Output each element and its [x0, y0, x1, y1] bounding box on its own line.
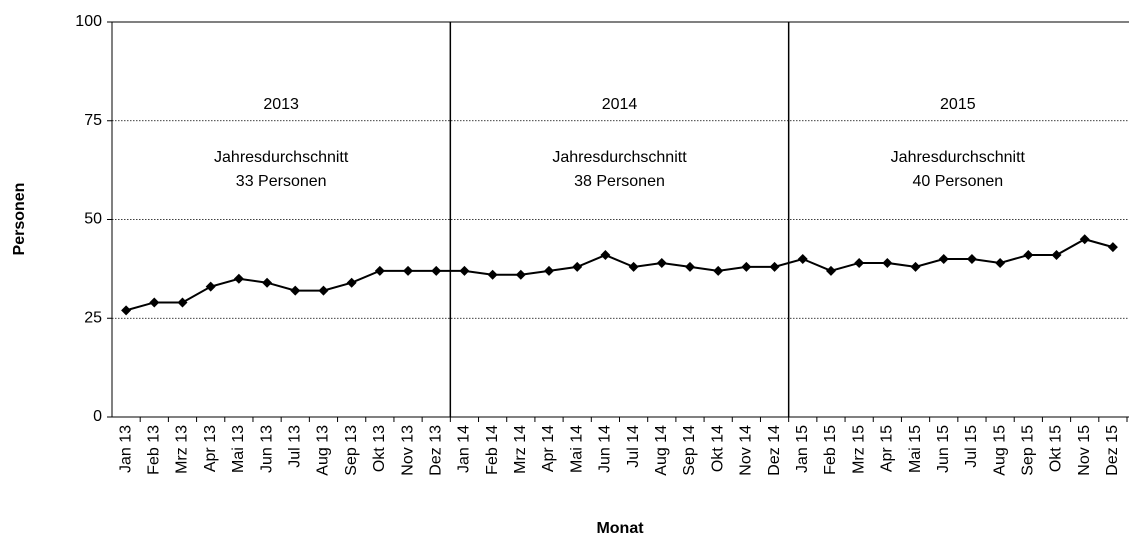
- marker: [459, 265, 470, 276]
- y-tick-label: 100: [75, 13, 102, 30]
- marker: [1051, 250, 1062, 261]
- x-tick-label: Okt 13: [371, 425, 388, 472]
- marker: [741, 261, 752, 272]
- marker: [205, 281, 216, 292]
- x-tick-label: Nov 13: [399, 425, 416, 476]
- marker: [515, 269, 526, 280]
- marker: [318, 285, 329, 296]
- marker: [262, 277, 273, 288]
- year-label: 2015: [940, 96, 976, 113]
- x-tick-label: Aug 13: [315, 425, 332, 476]
- y-tick-label: 25: [84, 309, 102, 326]
- marker: [995, 257, 1006, 268]
- x-tick-label: Nov 15: [1076, 425, 1093, 476]
- marker: [966, 254, 977, 264]
- x-tick-label: Sep 13: [343, 425, 360, 476]
- marker: [177, 297, 188, 308]
- x-tick-label: Jan 13: [117, 425, 134, 473]
- marker: [403, 265, 414, 276]
- x-tick-label: Jan 15: [794, 425, 811, 473]
- marker: [769, 261, 780, 272]
- x-tick-label: Dez 15: [1104, 425, 1121, 476]
- x-tick-label: Okt 15: [1048, 425, 1065, 472]
- x-tick-label: Apr 13: [202, 425, 219, 472]
- marker: [374, 265, 385, 276]
- x-tick-label: Mrz 14: [512, 425, 529, 474]
- x-tick-label: Dez 14: [766, 425, 783, 476]
- annotation-label: Jahresdurchschnitt: [891, 149, 1026, 166]
- x-tick-label: Jul 14: [625, 425, 642, 468]
- y-axis-title: Personen: [11, 183, 28, 256]
- marker: [121, 305, 132, 316]
- annotation-label: Jahresdurchschnitt: [552, 149, 687, 166]
- x-tick-label: Feb 14: [484, 425, 501, 475]
- annotation-average: 38 Personen: [574, 173, 665, 190]
- marker: [290, 285, 301, 296]
- annotation-label: Jahresdurchschnitt: [214, 149, 349, 166]
- x-tick-label: Mai 15: [907, 425, 924, 473]
- marker: [572, 261, 583, 272]
- marker: [1079, 234, 1090, 245]
- marker: [825, 265, 836, 276]
- marker: [544, 265, 555, 276]
- x-tick-label: Mai 14: [568, 425, 585, 473]
- year-label: 2014: [602, 96, 638, 113]
- marker: [149, 297, 160, 308]
- x-tick-label: Apr 15: [879, 425, 896, 472]
- y-tick-label: 50: [84, 211, 102, 228]
- x-tick-label: Mrz 15: [850, 425, 867, 474]
- x-tick-label: Nov 14: [738, 425, 755, 476]
- marker: [346, 277, 357, 288]
- x-tick-label: Jun 15: [935, 425, 952, 473]
- marker: [487, 269, 498, 280]
- marker: [656, 257, 667, 268]
- x-tick-label: Jun 14: [597, 425, 614, 473]
- marker: [882, 257, 893, 268]
- marker: [1107, 242, 1118, 253]
- marker: [233, 273, 244, 284]
- x-tick-label: Jul 15: [963, 425, 980, 468]
- x-tick-label: Apr 14: [540, 425, 557, 472]
- x-tick-label: Aug 15: [991, 425, 1008, 476]
- x-tick-label: Feb 15: [822, 425, 839, 475]
- y-tick-label: 75: [84, 112, 102, 129]
- marker: [797, 254, 808, 264]
- x-tick-label: Jul 13: [286, 425, 303, 468]
- x-tick-label: Dez 13: [427, 425, 444, 476]
- annotation-average: 33 Personen: [236, 173, 327, 190]
- annotation-average: 40 Personen: [912, 173, 1003, 190]
- marker: [854, 257, 865, 268]
- marker: [1023, 250, 1034, 261]
- marker: [910, 261, 921, 272]
- marker: [713, 265, 724, 276]
- y-tick-label: 0: [93, 408, 102, 425]
- marker: [600, 250, 611, 261]
- x-tick-label: Okt 14: [709, 425, 726, 472]
- x-tick-label: Aug 14: [653, 425, 670, 476]
- x-tick-label: Jun 13: [258, 425, 275, 473]
- x-tick-label: Jan 14: [456, 425, 473, 473]
- x-axis-title: Monat: [596, 520, 644, 537]
- x-tick-label: Mai 13: [230, 425, 247, 473]
- line: [125, 238, 1114, 312]
- marker: [684, 261, 695, 272]
- x-tick-label: Sep 14: [681, 425, 698, 476]
- marker: [628, 261, 639, 272]
- x-tick-label: Mrz 13: [174, 425, 191, 474]
- x-tick-label: Sep 15: [1020, 425, 1037, 476]
- year-label: 2013: [263, 96, 299, 113]
- marker: [938, 254, 949, 264]
- x-tick-label: Feb 13: [146, 425, 163, 475]
- marker: [431, 265, 442, 276]
